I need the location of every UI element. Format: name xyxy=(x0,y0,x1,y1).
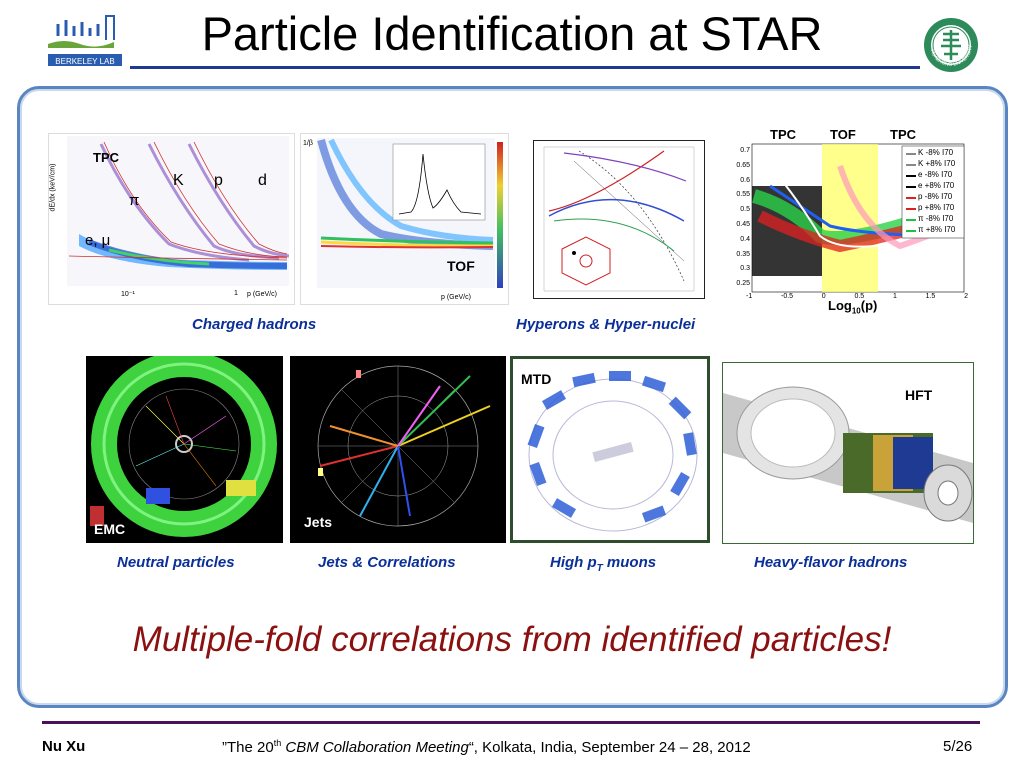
hft-tag: HFT xyxy=(905,387,933,403)
footer-rule xyxy=(42,721,980,724)
legend-entry: p +8% I70 xyxy=(918,203,955,212)
slide-title: Particle Identification at STAR xyxy=(201,7,823,60)
legend-entry: K -8% I70 xyxy=(918,148,954,157)
y-tick: 0.65 xyxy=(736,161,750,169)
combined-tag-tpc-left: TPC xyxy=(770,127,796,142)
legend-entry: K +8% I70 xyxy=(918,159,956,168)
particle-label-e-mu: e, μ xyxy=(85,232,111,249)
legend-entry: π +8% I70 xyxy=(918,225,956,234)
caption-charged-hadrons: Charged hadrons xyxy=(192,316,317,333)
y-tick: 0.25 xyxy=(736,280,750,288)
x-axis-label-tail: (p) xyxy=(860,298,878,313)
mtd-tag: MTD xyxy=(521,371,552,387)
x-tick: -0.5 xyxy=(780,293,794,300)
caption-muons-pre: High p xyxy=(550,554,597,571)
tof-tag: TOF xyxy=(447,258,475,274)
tpc-x-axis-label: p (GeV/c) xyxy=(247,291,277,298)
emc-event-display: EMC xyxy=(86,356,283,543)
hyperon-event-display xyxy=(533,140,705,299)
caption-heavy-flavor: Heavy-flavor hadrons xyxy=(754,554,908,571)
tof-x-axis-label: p (GeV/c) xyxy=(441,294,471,301)
y-tick: 0.4 xyxy=(740,235,750,243)
caption-hyperons: Hyperons & Hyper-nuclei xyxy=(516,316,696,333)
combined-tag-tof: TOF xyxy=(830,127,856,142)
jets-tag: Jets xyxy=(304,514,333,530)
combined-tpc-tof-plot: TPC TOF TPC K -8% I70 K +8% I70 e -8% I7… xyxy=(730,126,975,316)
legend-entry: p -8% I70 xyxy=(918,192,953,201)
x-tick: 0.5 xyxy=(854,293,865,300)
y-tick: 0.5 xyxy=(740,206,750,214)
caption-high-pt-muons: High pT muons xyxy=(550,554,656,574)
tpc-x-tick-2: 1 xyxy=(234,290,238,297)
jets-event-display: Jets xyxy=(290,356,506,543)
legend-entry: π -8% I70 xyxy=(918,214,954,223)
particle-label-k: K xyxy=(173,172,184,189)
footer-conf-post: “, Kolkata, India, September 24 – 28, 20… xyxy=(468,739,751,756)
x-tick: -1 xyxy=(746,293,753,300)
footer-conf-pre: ”The 20 xyxy=(222,739,274,756)
footer-conf-italic: CBM Collaboration Meeting xyxy=(281,739,469,756)
legend-entry: e +8% I70 xyxy=(918,181,955,190)
particle-label-d: d xyxy=(258,172,267,189)
berkeley-lab-logo: BERKELEY LAB xyxy=(44,14,126,70)
emc-tag: EMC xyxy=(94,521,126,537)
combined-legend: K -8% I70 K +8% I70 e -8% I70 e +8% I70 … xyxy=(918,147,955,235)
particle-label-p: p xyxy=(214,172,223,189)
particle-label-pi: π xyxy=(129,192,140,209)
combined-x-ticks: -1 -0.5 0 0.5 1 1.5 2 xyxy=(746,293,968,300)
x-axis-label-main: Log xyxy=(828,298,852,313)
tpc-tag: TPC xyxy=(93,150,119,165)
tof-beta-plot: 1/β p (GeV/c) TOF xyxy=(300,133,509,305)
combined-y-ticks: 0.7 0.65 0.6 0.55 0.5 0.45 0.4 0.35 0.3 … xyxy=(734,144,750,292)
tpc-x-tick-1: 10⁻¹ xyxy=(121,291,135,298)
caption-jets-correlations: Jets & Correlations xyxy=(318,554,456,571)
footer-author: Nu Xu xyxy=(42,738,86,755)
x-axis-label-sub: 10 xyxy=(851,306,861,316)
tagline: Multiple-fold correlations from identifi… xyxy=(132,620,892,659)
combined-x-axis-label: Log10(p) xyxy=(828,298,877,316)
footer-conf-sup: th xyxy=(273,738,282,748)
svg-text:BERKELEY LAB: BERKELEY LAB xyxy=(55,57,114,66)
x-tick: 1.5 xyxy=(925,293,936,300)
page-number: 5/26 xyxy=(943,738,973,755)
tpc-y-axis-label: dE/dx (keV/cm) xyxy=(49,163,57,212)
combined-tag-tpc-right: TPC xyxy=(890,127,916,142)
hft-detector-graphic: HFT xyxy=(722,362,974,544)
y-tick: 0.3 xyxy=(740,265,750,273)
y-tick: 0.55 xyxy=(736,191,750,199)
x-tick: 2 xyxy=(964,293,968,300)
caption-neutral-particles: Neutral particles xyxy=(117,554,235,571)
x-tick: 1 xyxy=(892,293,897,300)
huazhong-university-logo: HUAZHONG UNIVERSITY xyxy=(922,16,980,74)
caption-muons-sub: T xyxy=(596,563,603,574)
footer-conference: ”The 20th CBM Collaboration Meeting“, Ko… xyxy=(222,738,751,756)
title-rule xyxy=(130,66,920,69)
y-tick: 0.45 xyxy=(736,220,750,228)
tpc-dedx-plot: dE/dx (keV/cm) p (GeV/c) 10⁻¹ 1 TPC π K … xyxy=(48,133,295,305)
tof-y-axis-label: 1/β xyxy=(303,140,313,147)
x-tick: 0 xyxy=(821,293,826,300)
y-tick: 0.35 xyxy=(736,250,750,258)
y-tick: 0.7 xyxy=(740,147,750,154)
caption-muons-post: muons xyxy=(602,554,657,571)
mtd-detector-graphic: MTD xyxy=(510,356,710,543)
legend-entry: e -8% I70 xyxy=(918,170,953,179)
y-tick: 0.6 xyxy=(740,176,750,184)
